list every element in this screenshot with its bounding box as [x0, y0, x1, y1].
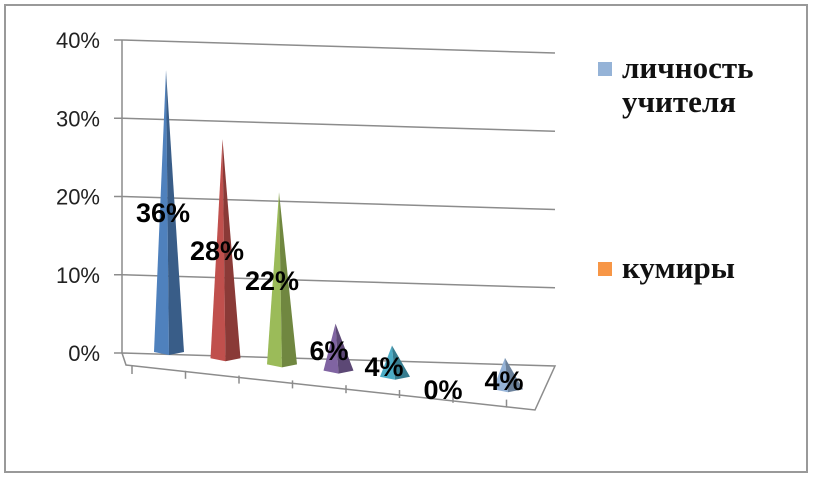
chart-floor — [120, 352, 557, 411]
pyramid-face-front — [210, 139, 226, 362]
gridline — [121, 39, 556, 54]
gridline — [121, 195, 556, 211]
data-labels: 36%28%22% 6% 4% 0% 4% — [136, 198, 524, 405]
y-tick-label: 20% — [56, 185, 100, 210]
y-tick-label: 30% — [56, 106, 100, 131]
pyramid-bar — [267, 192, 297, 368]
pyramid-face-side — [335, 323, 354, 374]
gridline — [121, 274, 556, 289]
gridlines — [121, 39, 556, 289]
data-label: 4% — [484, 366, 523, 396]
pyramid-bar — [210, 139, 241, 362]
pyramid-face-side — [166, 70, 184, 356]
data-label: 22% — [245, 266, 299, 296]
pyramid-face-front — [493, 357, 508, 393]
pyramid-face-front — [267, 192, 282, 368]
data-label: 6% — [309, 336, 348, 366]
pyramid-face-front — [154, 70, 169, 356]
axes — [114, 39, 557, 411]
y-tick-label: 40% — [56, 28, 100, 53]
y-tick-label: 0% — [68, 341, 100, 366]
pyramid-bars — [154, 70, 523, 393]
legend-swatch — [598, 262, 612, 276]
pyramid-bar — [493, 357, 523, 393]
legend-label: личность учителя — [622, 50, 753, 119]
y-tick-label: 10% — [56, 263, 100, 288]
data-label: 0% — [423, 375, 462, 405]
data-label: 4% — [364, 352, 403, 382]
y-axis-ticks: 0% 10% 20% 30% 40% — [56, 28, 100, 366]
pyramid-bar — [154, 70, 184, 356]
legend-label: кумиры — [622, 250, 735, 285]
legend-entry: кумиры — [598, 250, 735, 285]
pyramid-face-side — [505, 357, 523, 393]
data-label: 28% — [190, 236, 244, 266]
pyramid-face-side — [222, 139, 241, 362]
data-label: 36% — [136, 198, 190, 228]
pyramid-bar — [323, 323, 354, 374]
pyramid-face-side — [392, 345, 410, 380]
gridline — [121, 117, 556, 132]
legend-entry: личность учителя — [598, 50, 753, 119]
legend: личность учителя кумиры — [598, 50, 753, 285]
pyramid-bar — [380, 345, 410, 380]
pyramid-face-front — [380, 345, 395, 380]
pyramid-face-front — [323, 323, 339, 374]
legend-swatch — [598, 62, 612, 76]
pyramid-face-side — [279, 192, 297, 368]
